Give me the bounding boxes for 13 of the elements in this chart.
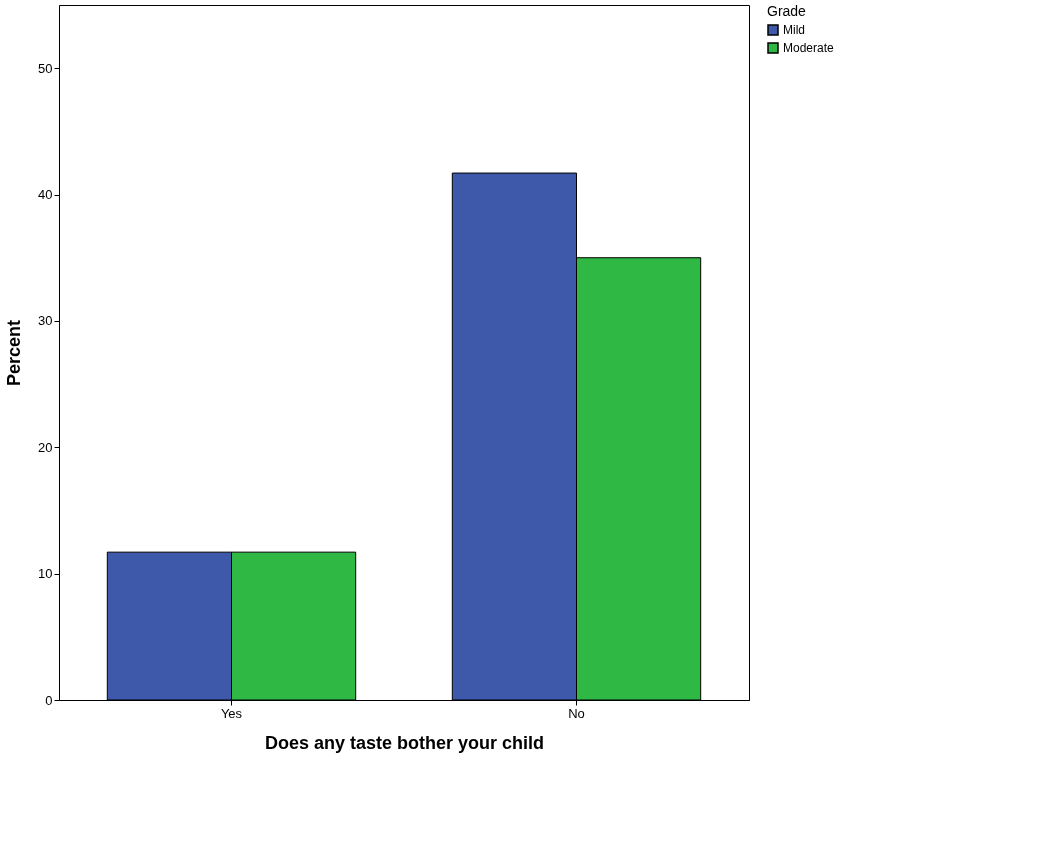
- legend-title: Grade: [767, 3, 807, 19]
- legend-label: Mild: [783, 23, 806, 37]
- y-tick-label: 30: [38, 313, 53, 329]
- x-tick-label: Yes: [220, 705, 243, 721]
- y-tick-label: 10: [38, 566, 53, 582]
- y-tick-label: 40: [38, 187, 53, 203]
- x-axis-title: Does any taste bother your child: [264, 732, 545, 753]
- y-tick-label: 50: [38, 60, 53, 76]
- legend-label: Moderate: [783, 41, 835, 55]
- y-axis-title: Percent: [4, 319, 25, 387]
- y-tick-label: 20: [38, 439, 53, 455]
- y-tick-label: 0: [45, 692, 53, 708]
- x-tick-label: No: [568, 705, 585, 721]
